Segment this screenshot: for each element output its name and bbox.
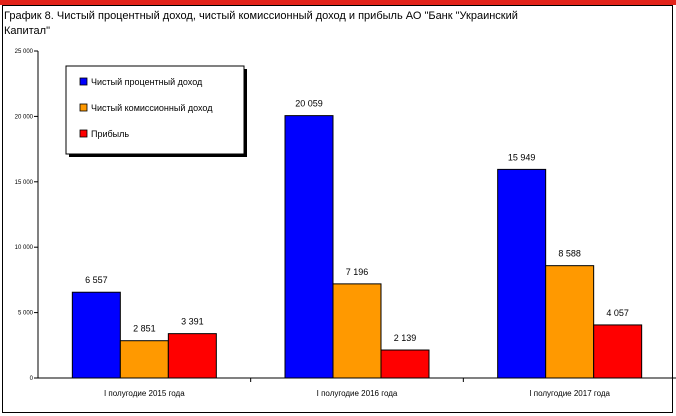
bar — [71, 291, 121, 379]
data-label: 6 557 — [85, 275, 108, 285]
data-label: 2 851 — [133, 324, 156, 334]
legend-entry: Прибыль — [91, 129, 129, 139]
y-tick-label: 15 000 — [15, 180, 34, 186]
y-tick-label: 5 000 — [18, 311, 34, 317]
x-category-label: І полугодие 2016 года — [317, 389, 398, 398]
x-category-label: І полугодие 2015 года — [104, 389, 185, 398]
bar — [332, 283, 382, 379]
bar — [497, 168, 547, 379]
data-label: 20 059 — [295, 99, 323, 109]
legend-entry: Чистый комиссионный доход — [91, 103, 213, 113]
legend-swatch — [79, 77, 88, 86]
legend-box — [65, 65, 245, 155]
x-category-label: І полугодие 2017 года — [529, 389, 610, 398]
legend-swatch — [79, 129, 88, 138]
bar — [380, 349, 430, 379]
y-tick-label: 10 000 — [15, 245, 34, 251]
bar — [119, 340, 169, 379]
y-tick-label: 25 000 — [15, 49, 34, 55]
data-label: 2 139 — [394, 333, 417, 343]
legend-entry: Чистый процентный доход — [91, 77, 203, 87]
data-label: 4 057 — [606, 308, 629, 318]
data-label: 8 588 — [558, 249, 581, 259]
data-label: 7 196 — [346, 267, 369, 277]
bar — [167, 333, 217, 379]
data-label: 3 391 — [181, 317, 204, 327]
data-label: 15 949 — [508, 152, 536, 162]
y-tick-label: 20 000 — [15, 114, 34, 120]
bar — [284, 115, 334, 379]
y-tick-label: 0 — [30, 376, 34, 382]
bar — [593, 324, 643, 379]
legend-swatch — [79, 103, 88, 112]
top-border-strip — [0, 0, 676, 5]
bar — [545, 265, 595, 379]
chart-title: График 8. Чистый процентный доход, чисты… — [4, 10, 518, 37]
